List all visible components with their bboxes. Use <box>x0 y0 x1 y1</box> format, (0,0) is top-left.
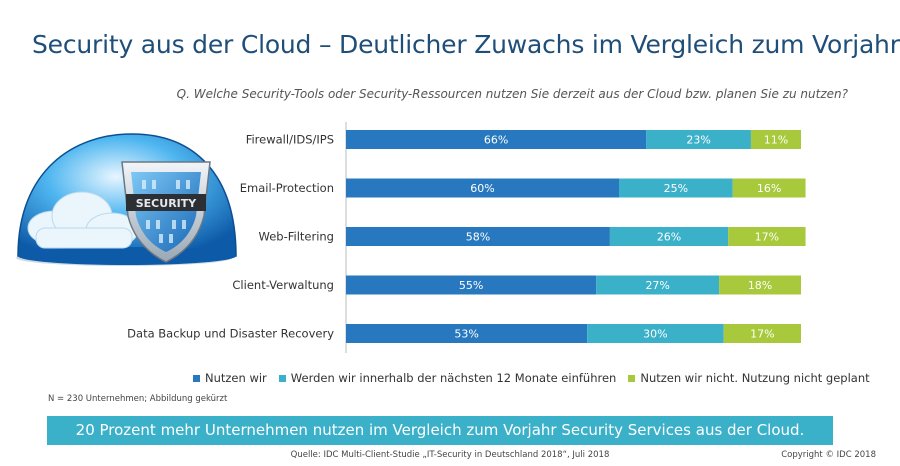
category-label: Firewall/IDS/IPS <box>246 133 334 147</box>
data-label: 58% <box>466 231 490 244</box>
bar-segment <box>719 275 801 295</box>
bar-segment <box>596 275 720 295</box>
survey-question: Q. Welche Security-Tools oder Security-R… <box>176 87 848 101</box>
data-label: 18% <box>748 279 772 292</box>
bar-segment <box>723 324 801 343</box>
data-label: 55% <box>459 279 483 292</box>
bar-segment <box>619 178 733 198</box>
data-label: 25% <box>664 182 688 195</box>
category-label: Client-Verwaltung <box>232 278 334 292</box>
bar-segment <box>346 275 597 295</box>
data-label: 23% <box>686 134 710 147</box>
stacked-bar-chart: Firewall/IDS/IPS 66% 23% 11% Email-Protectio… <box>127 122 806 353</box>
bar-segment <box>609 227 729 246</box>
bar-segment <box>346 130 647 149</box>
chart-legend: Nutzen wir Werden wir innerhalb der näch… <box>193 371 870 385</box>
key-finding-banner: 20 Prozent mehr Unternehmen nutzen im Ve… <box>47 416 833 445</box>
category-label: Web-Filtering <box>259 230 335 244</box>
cloud-icon <box>27 191 139 249</box>
shield-text: SECURITY <box>136 197 198 210</box>
legend-item-nicht-geplant: Nutzen wir nicht. Nutzung nicht geplant <box>628 371 870 385</box>
bar-segment <box>728 227 806 246</box>
data-label: 17% <box>755 231 779 244</box>
legend-label: Nutzen wir nicht. Nutzung nicht geplant <box>640 371 870 385</box>
bar-segment <box>346 227 610 246</box>
data-label: 30% <box>643 328 667 341</box>
data-label: 60% <box>470 182 494 195</box>
data-label: 11% <box>764 134 788 147</box>
bar-segment <box>750 130 801 149</box>
legend-item-nutzen-wir: Nutzen wir <box>193 371 267 385</box>
bar-segment <box>346 178 619 198</box>
legend-label: Nutzen wir <box>205 371 267 385</box>
bar-segment <box>346 324 588 343</box>
cloud-security-illustration: SECURITY <box>16 133 237 266</box>
category-label: Data Backup und Disaster Recovery <box>127 327 334 341</box>
legend-label: Werden wir innerhalb der nächsten 12 Mon… <box>290 371 617 385</box>
page-title: Security aus der Cloud – Deutlicher Zuwa… <box>32 30 900 59</box>
data-label: 26% <box>657 231 681 244</box>
category-label: Email-Protection <box>240 181 334 195</box>
bar-segment <box>587 324 724 343</box>
data-label: 53% <box>454 328 478 341</box>
data-label: 16% <box>757 182 781 195</box>
data-label: 17% <box>750 328 774 341</box>
sample-note: N = 230 Unternehmen; Abbildung gekürzt <box>48 394 228 404</box>
data-label: 27% <box>645 279 669 292</box>
copyright: Copyright © IDC 2018 <box>781 450 876 460</box>
source-note: Quelle: IDC Multi-Client-Studie „IT-Secu… <box>290 450 610 460</box>
shield-icon: SECURITY <box>121 161 211 263</box>
legend-swatch <box>278 374 286 382</box>
bar-segment <box>732 178 806 198</box>
legend-swatch <box>193 374 200 382</box>
legend-swatch <box>628 374 636 382</box>
bar-segment <box>646 130 751 149</box>
data-label: 66% <box>484 134 508 147</box>
legend-item-einfuehren: Werden wir innerhalb der nächsten 12 Mon… <box>278 371 617 385</box>
